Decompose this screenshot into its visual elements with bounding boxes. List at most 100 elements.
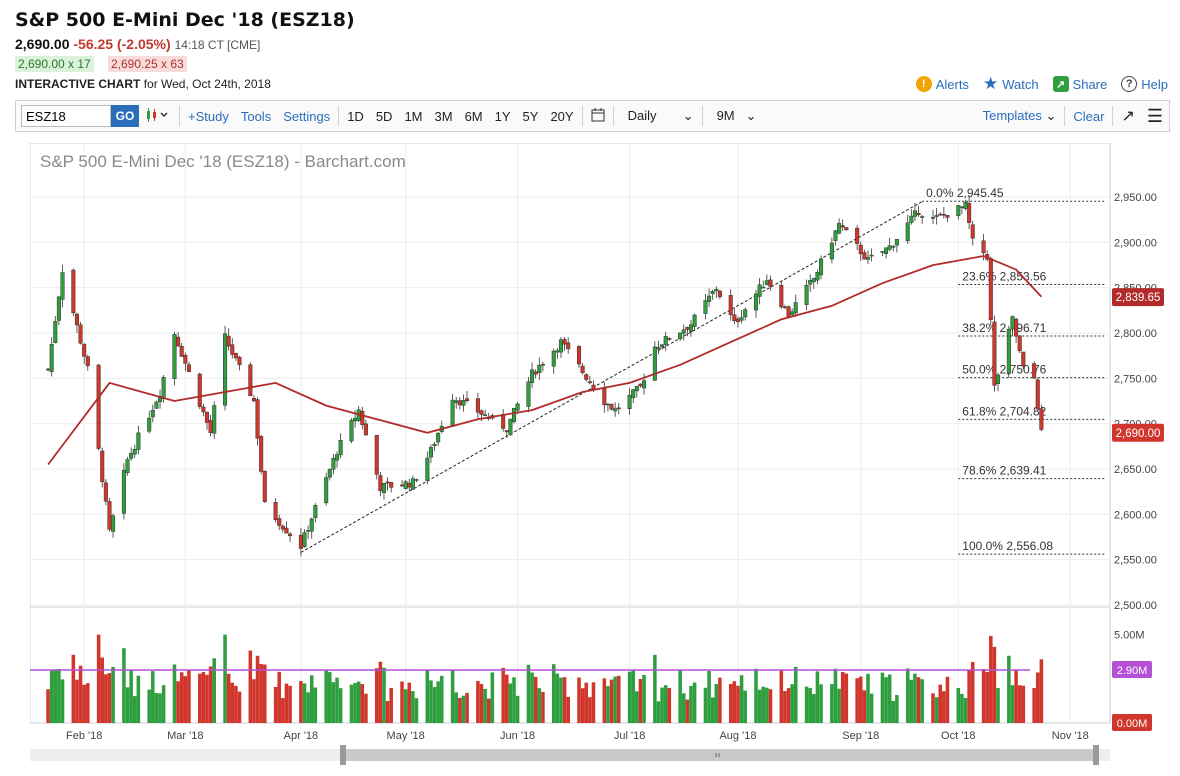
candle-body [53,321,58,344]
volume-bar [349,684,354,723]
candle [551,348,556,374]
candle-body [284,527,289,534]
chevron-down-icon: ⌄ [682,108,694,123]
scrollbar-track[interactable] [30,745,1110,765]
tools-button[interactable]: Tools [240,108,272,124]
volume-bar [768,689,773,723]
candle-body [956,205,961,217]
candle [855,225,860,250]
volume-bar [86,683,90,723]
candle [363,419,368,436]
symbol-input[interactable] [21,105,111,127]
volume-bar [710,697,715,723]
y-tick-label: 2,500.00 [1114,600,1157,612]
volume-bar [71,654,76,723]
period-button-6m[interactable]: 6M [464,108,483,124]
candle [743,307,748,321]
candle-body [688,324,694,332]
candle-body [959,206,964,209]
candle-body [808,280,813,285]
volume-bar [176,681,180,723]
candle-body [844,227,849,231]
period-button-3m[interactable]: 3M [434,108,453,124]
period-button-1m[interactable]: 1M [404,108,423,124]
templates-button[interactable]: Templates ⌄ [977,108,1063,124]
candle-body [1039,408,1044,430]
price-pane [29,142,1111,606]
candle-body [837,223,842,234]
period-button-1y[interactable]: 1Y [494,108,511,124]
candle [858,241,863,262]
candle [757,278,762,305]
candle-body [992,321,997,386]
candle-body [82,343,87,357]
clear-button[interactable]: Clear [1073,108,1105,124]
watch-link[interactable]: ★ Watch [983,74,1039,94]
go-button[interactable]: GO [111,105,139,127]
price-chart[interactable]: 2,500.002,550.002,600.002,650.002,700.00… [29,142,1175,748]
candle [374,434,379,480]
chart-scrollbar[interactable] [30,745,1110,765]
volume-bar [779,670,784,723]
candle [508,418,513,437]
alerts-link[interactable]: ! Alerts [915,76,969,92]
period-button-1d[interactable]: 1D [347,108,364,124]
help-link[interactable]: ? Help [1121,76,1168,92]
volume-bar [82,684,86,723]
volume-bar [783,691,787,723]
candle [779,281,784,309]
candle [150,404,155,423]
range-select[interactable]: 9M ⌄ [711,108,763,124]
volume-bar [815,671,820,723]
candle-body [862,252,867,260]
chart-canvas[interactable]: 2,500.002,550.002,600.002,650.002,700.00… [29,142,1175,743]
candle [707,288,712,307]
candle [537,357,542,381]
interval-select[interactable]: Daily ⌄ [622,108,700,124]
share-link[interactable]: ↗ Share [1052,76,1107,92]
candle-body [757,284,762,297]
candle [288,532,293,542]
volume-bar [237,691,242,723]
volume-bar [450,670,455,723]
calendar-button[interactable] [585,107,611,125]
candle [540,361,545,372]
chart-type-button[interactable] [139,107,177,125]
candle [327,468,332,481]
candle-body [374,434,379,475]
candle [223,325,228,411]
volume-bar [309,675,314,723]
candle-body [768,279,773,287]
volume-bar [263,664,267,723]
add-study-button[interactable]: +Study [188,108,229,124]
menu-icon[interactable]: ☰ [1146,105,1163,126]
period-button-5d[interactable]: 5D [375,108,393,124]
candle-body [414,479,419,481]
volume-last-tag-bg [1112,714,1152,731]
candle [909,209,914,225]
moving-average-line [47,255,1043,466]
candle [428,444,433,464]
candle-body [280,525,285,530]
bid-badge: 2,690.00 x 17 [15,56,94,72]
candle-body [103,482,108,502]
chart-label: INTERACTIVE CHART [15,77,141,91]
candle-body [714,288,719,292]
expand-icon[interactable]: ↗ [1121,108,1135,125]
candle [768,275,773,291]
candle [360,406,365,430]
candle [212,401,217,439]
volume-bar [663,685,668,723]
candle [125,456,130,476]
settings-button[interactable]: Settings [283,108,331,124]
candle-body [815,271,820,281]
volume-bar [631,669,635,723]
candle [941,206,946,219]
volume-bar [985,672,989,723]
period-button-5y[interactable]: 5Y [522,108,539,124]
volume-bar [743,690,747,723]
volume-bar [920,679,924,723]
candle-body [786,306,791,318]
candle [1039,404,1044,432]
period-button-20y[interactable]: 20Y [550,108,574,124]
